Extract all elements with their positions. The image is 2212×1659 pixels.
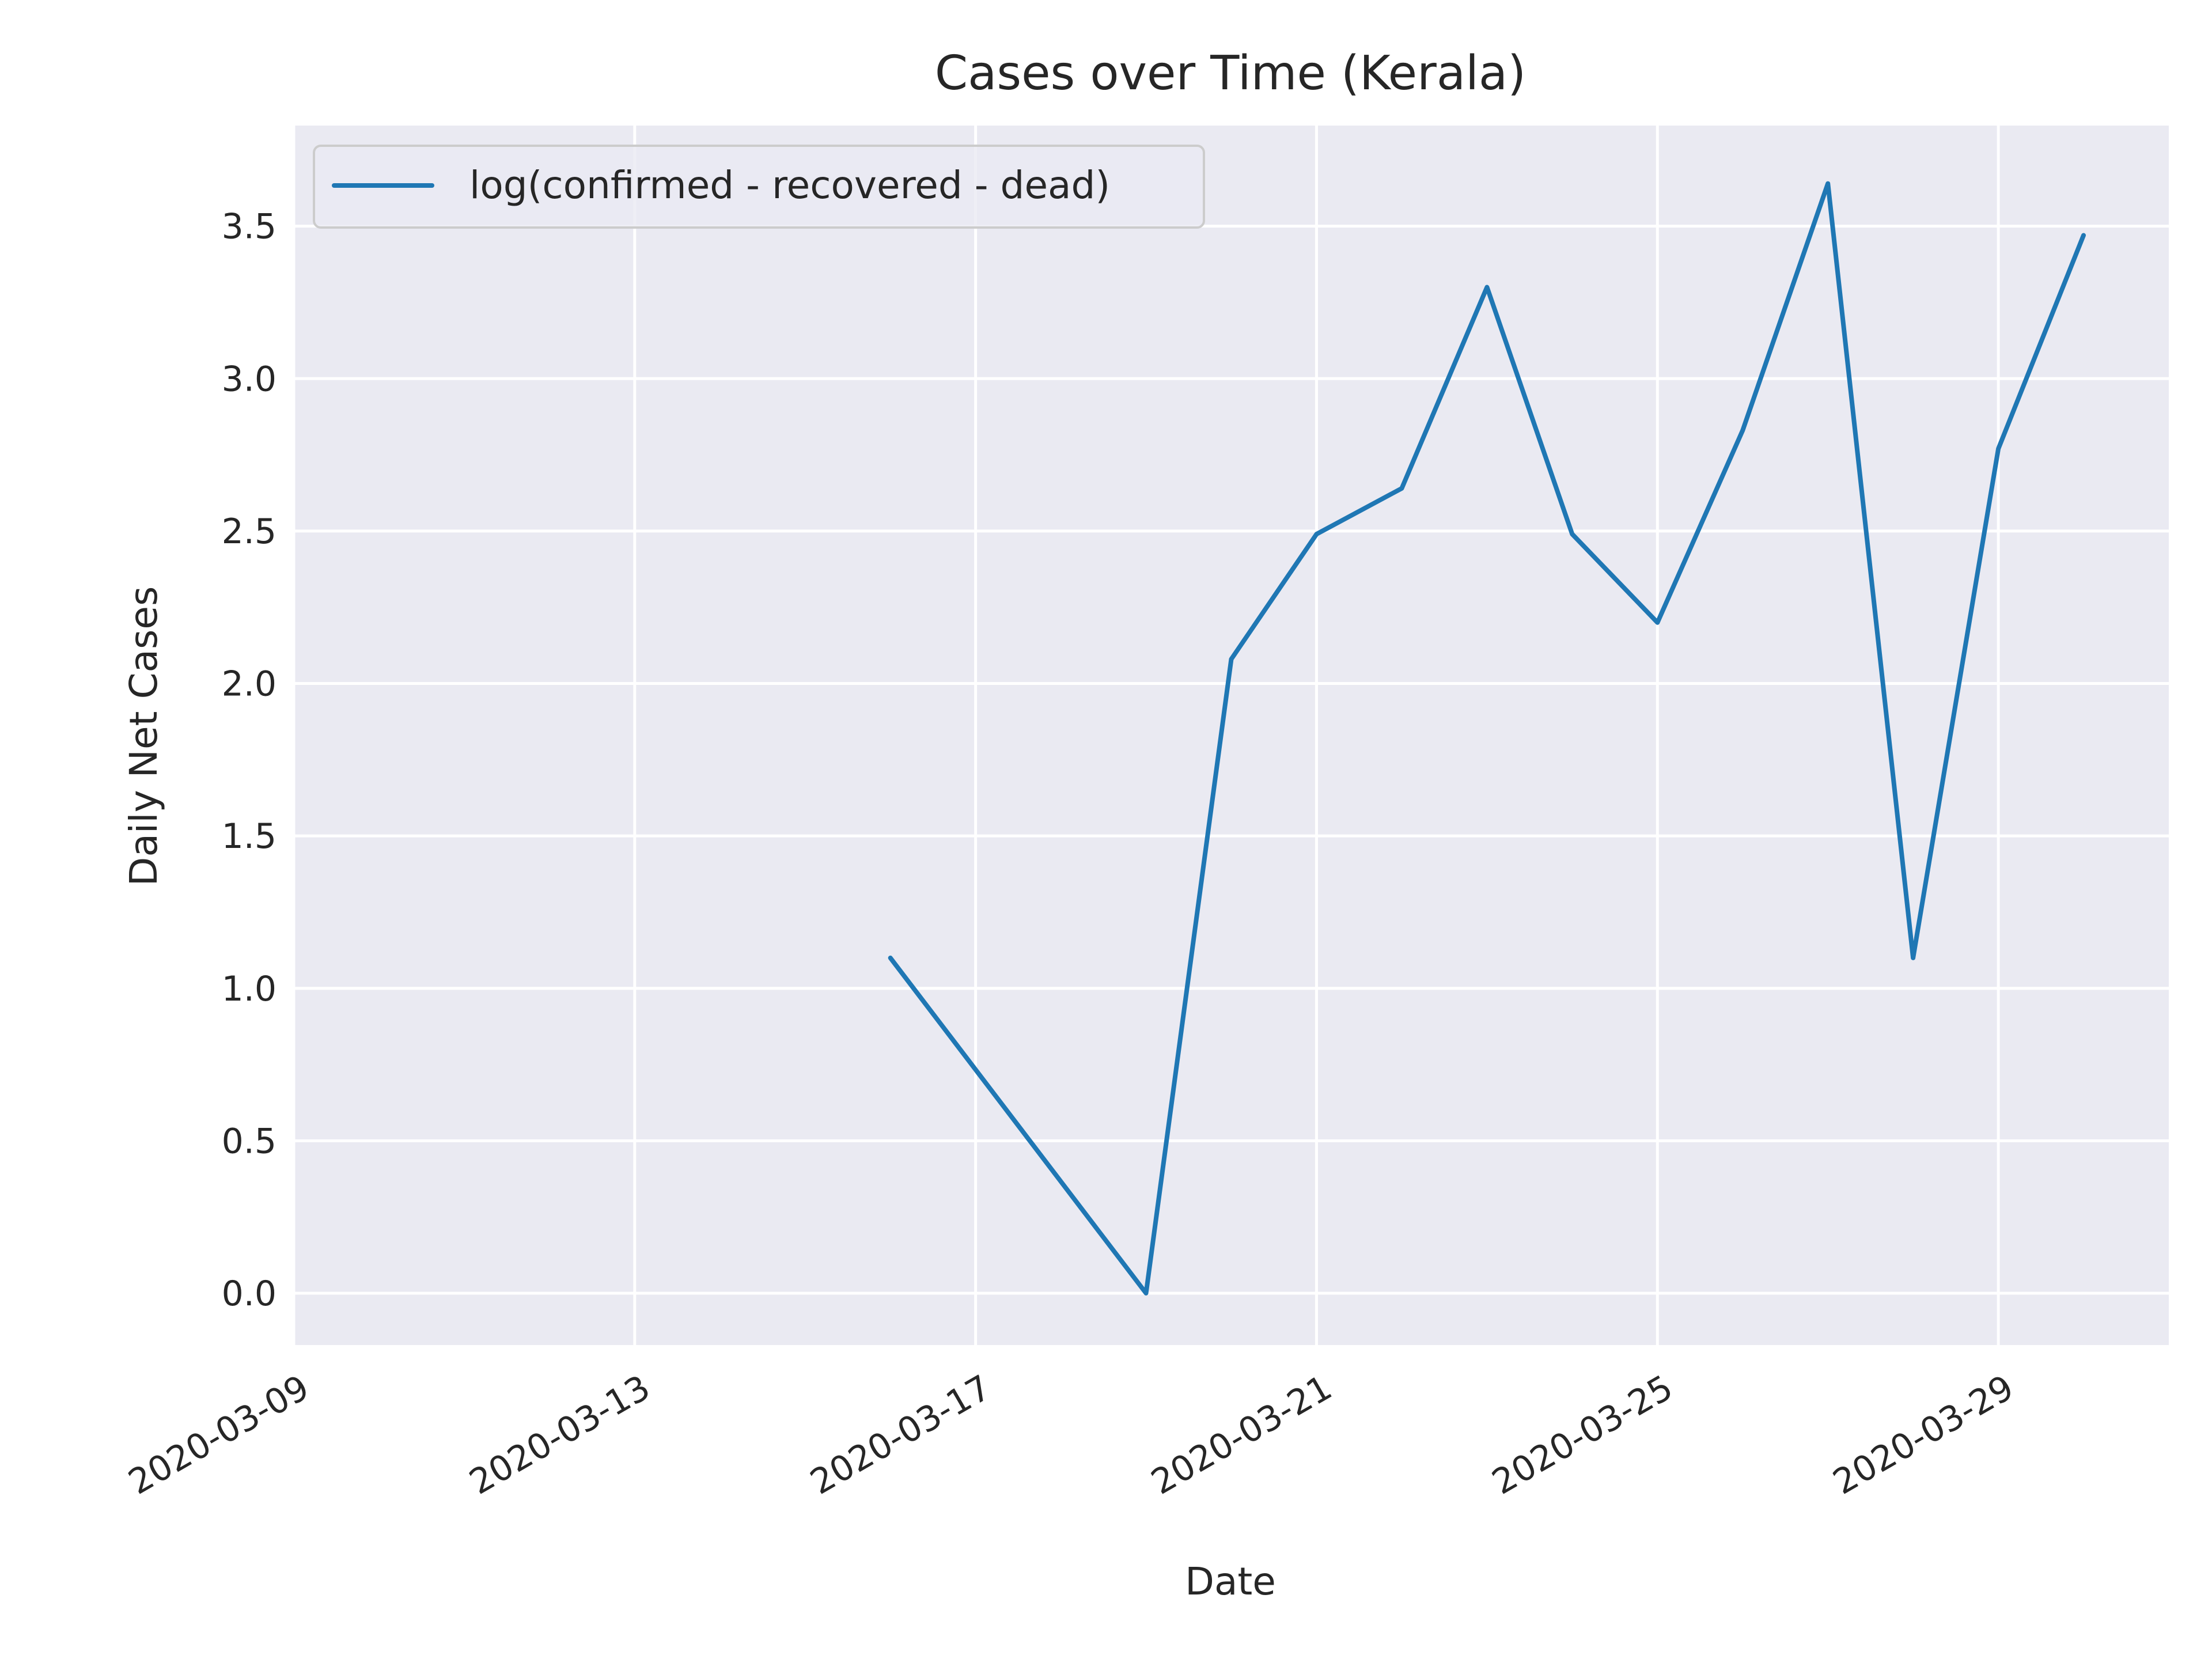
- x-tick-label: 2020-03-25: [1486, 1368, 1680, 1503]
- x-tick-label: 2020-03-09: [122, 1368, 316, 1503]
- series-layer: [888, 181, 2086, 1296]
- y-axis-label: Daily Net Cases: [122, 586, 166, 887]
- data-point: [1912, 957, 1914, 959]
- data-point: [1316, 533, 1317, 535]
- data-point: [1231, 658, 1232, 660]
- data-point: [1827, 183, 1828, 184]
- data-point: [1998, 448, 1999, 449]
- x-tick-label: 2020-03-17: [804, 1368, 998, 1503]
- x-axis-label: Date: [1185, 1559, 1276, 1604]
- data-point: [1742, 430, 1743, 431]
- legend-box: [313, 145, 1205, 229]
- x-tick-label: 2020-03-29: [1827, 1368, 2021, 1503]
- data-point: [1401, 488, 1402, 489]
- chart-title: Cases over Time (Kerala): [935, 46, 1526, 101]
- legend: log(confirmed - recovered - dead): [313, 145, 1205, 229]
- data-point: [1146, 1293, 1147, 1294]
- y-tick-label: 1.0: [222, 969, 276, 1009]
- data-point: [1657, 622, 1658, 623]
- legend-label: log(confirmed - recovered - dead): [469, 163, 1110, 207]
- data-point: [2083, 235, 2084, 236]
- y-tick-label: 1.5: [222, 816, 276, 857]
- y-tick-label: 3.5: [222, 207, 276, 247]
- data-point: [1571, 533, 1573, 535]
- data-point: [1486, 287, 1487, 288]
- y-tick-label: 2.0: [222, 664, 276, 704]
- y-tick-label: 0.5: [222, 1121, 276, 1161]
- y-tick-label: 0.0: [222, 1274, 276, 1314]
- series-line: [888, 181, 2086, 1296]
- x-tick-label: 2020-03-13: [463, 1368, 657, 1503]
- y-tick-label: 2.5: [222, 512, 276, 552]
- data-point: [890, 957, 891, 959]
- x-tick-label: 2020-03-21: [1145, 1368, 1339, 1503]
- y-tick-label: 3.0: [222, 359, 276, 399]
